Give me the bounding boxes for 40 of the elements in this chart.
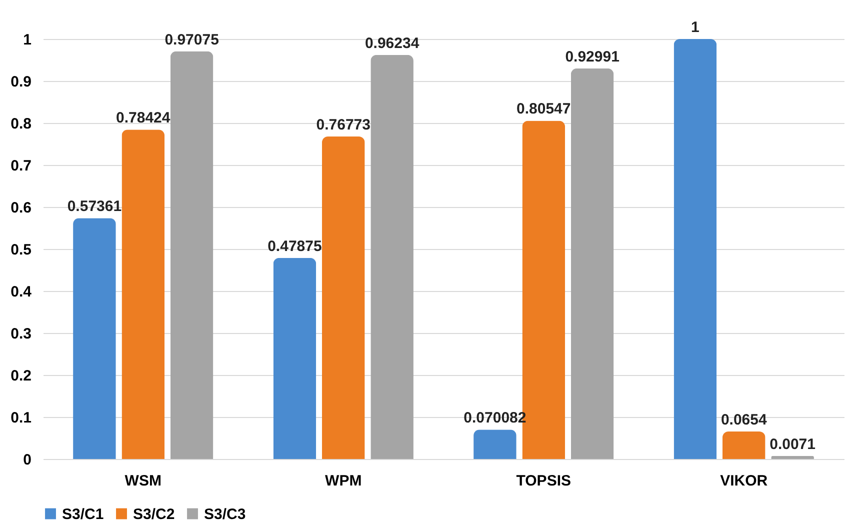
y-tick-label: 0.5 <box>10 242 32 258</box>
bar <box>370 54 414 459</box>
data-label: 0.97075 <box>164 31 219 48</box>
data-label: 0.47875 <box>268 238 322 255</box>
legend-label: S3/C1 <box>62 506 104 523</box>
y-tick-label: 0.8 <box>10 116 32 132</box>
legend-label: S3/C2 <box>133 506 175 523</box>
bar <box>722 432 766 459</box>
data-label: 0.0071 <box>770 436 816 454</box>
data-label: 0.0654 <box>720 412 768 429</box>
bar <box>771 456 814 459</box>
bar <box>122 130 165 459</box>
bar <box>474 430 516 459</box>
x-tick-label: WSM <box>124 472 162 490</box>
y-tick-label: 1 <box>23 32 32 48</box>
data-label: 1 <box>691 19 700 36</box>
y-tick-label: 0.3 <box>10 326 32 342</box>
y-tick-label: 0.2 <box>10 368 32 384</box>
data-label: 0.57361 <box>67 198 122 216</box>
data-label: 0.92991 <box>565 48 620 66</box>
x-tick-label: WPM <box>325 472 362 490</box>
y-tick-label: 0.4 <box>10 284 32 300</box>
y-tick-label: 0.6 <box>10 200 32 216</box>
x-tick-label: TOPSIS <box>516 472 571 490</box>
bar <box>73 218 116 459</box>
y-tick-label: 0 <box>23 452 32 468</box>
bar <box>570 68 614 459</box>
y-tick-label: 0.7 <box>10 158 32 174</box>
bar <box>674 39 717 459</box>
data-label: 0.80547 <box>516 100 571 118</box>
y-tick-label: 0.1 <box>10 410 32 426</box>
bar <box>322 136 365 459</box>
bar <box>170 51 214 459</box>
y-tick-label: 0.9 <box>10 74 32 90</box>
legend-label: S3/C3 <box>204 506 246 523</box>
bar <box>273 258 316 459</box>
data-label: 0.96234 <box>364 34 420 52</box>
data-label: 0.76773 <box>316 116 370 134</box>
data-label: 0.78424 <box>116 110 171 127</box>
x-tick-label: VIKOR <box>720 472 768 490</box>
